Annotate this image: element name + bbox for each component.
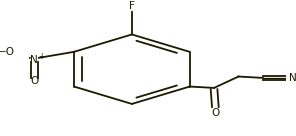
Text: −O: −O [0,47,15,58]
Text: O: O [30,76,38,86]
Text: F: F [129,1,135,11]
Text: O: O [211,108,219,118]
Text: N: N [289,73,296,83]
Text: +: + [38,52,45,61]
Text: N: N [30,55,38,65]
